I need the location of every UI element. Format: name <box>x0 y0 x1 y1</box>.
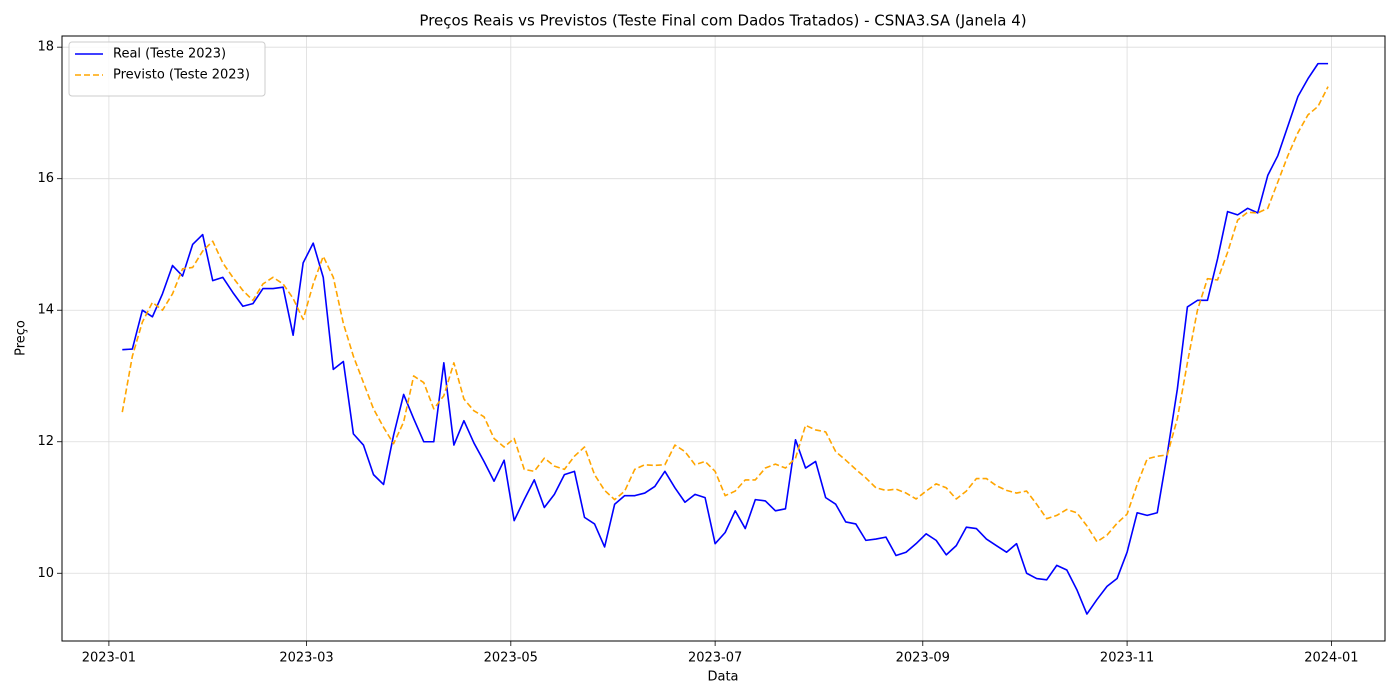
x-tick-label: 2023-05 <box>484 651 538 666</box>
y-tick-label: 10 <box>37 566 54 581</box>
x-axis-label: Data <box>707 670 738 685</box>
x-tick-label: 2023-03 <box>279 651 333 666</box>
x-tick-label: 2023-11 <box>1100 651 1154 666</box>
x-tick-label: 2023-07 <box>688 651 742 666</box>
y-axis-label: Preço <box>14 320 29 356</box>
y-tick-label: 12 <box>37 434 54 449</box>
legend-label: Real (Teste 2023) <box>113 47 226 62</box>
legend-label: Previsto (Teste 2023) <box>113 68 250 83</box>
y-tick-label: 16 <box>37 171 54 186</box>
series-line <box>121 86 1329 543</box>
y-tick-label: 14 <box>37 303 54 318</box>
plot-frame <box>61 35 1386 642</box>
x-tick-label: 2024-01 <box>1304 651 1358 666</box>
x-tick-label: 2023-01 <box>82 651 136 666</box>
legend: Real (Teste 2023) Previsto (Teste 2023) <box>68 41 266 97</box>
y-tick-label: 18 <box>37 40 54 55</box>
legend-box <box>68 41 266 97</box>
chart-title: Preços Reais vs Previstos (Teste Final c… <box>419 12 1026 30</box>
x-tick-label: 2023-09 <box>896 651 950 666</box>
series-line <box>122 62 1329 615</box>
